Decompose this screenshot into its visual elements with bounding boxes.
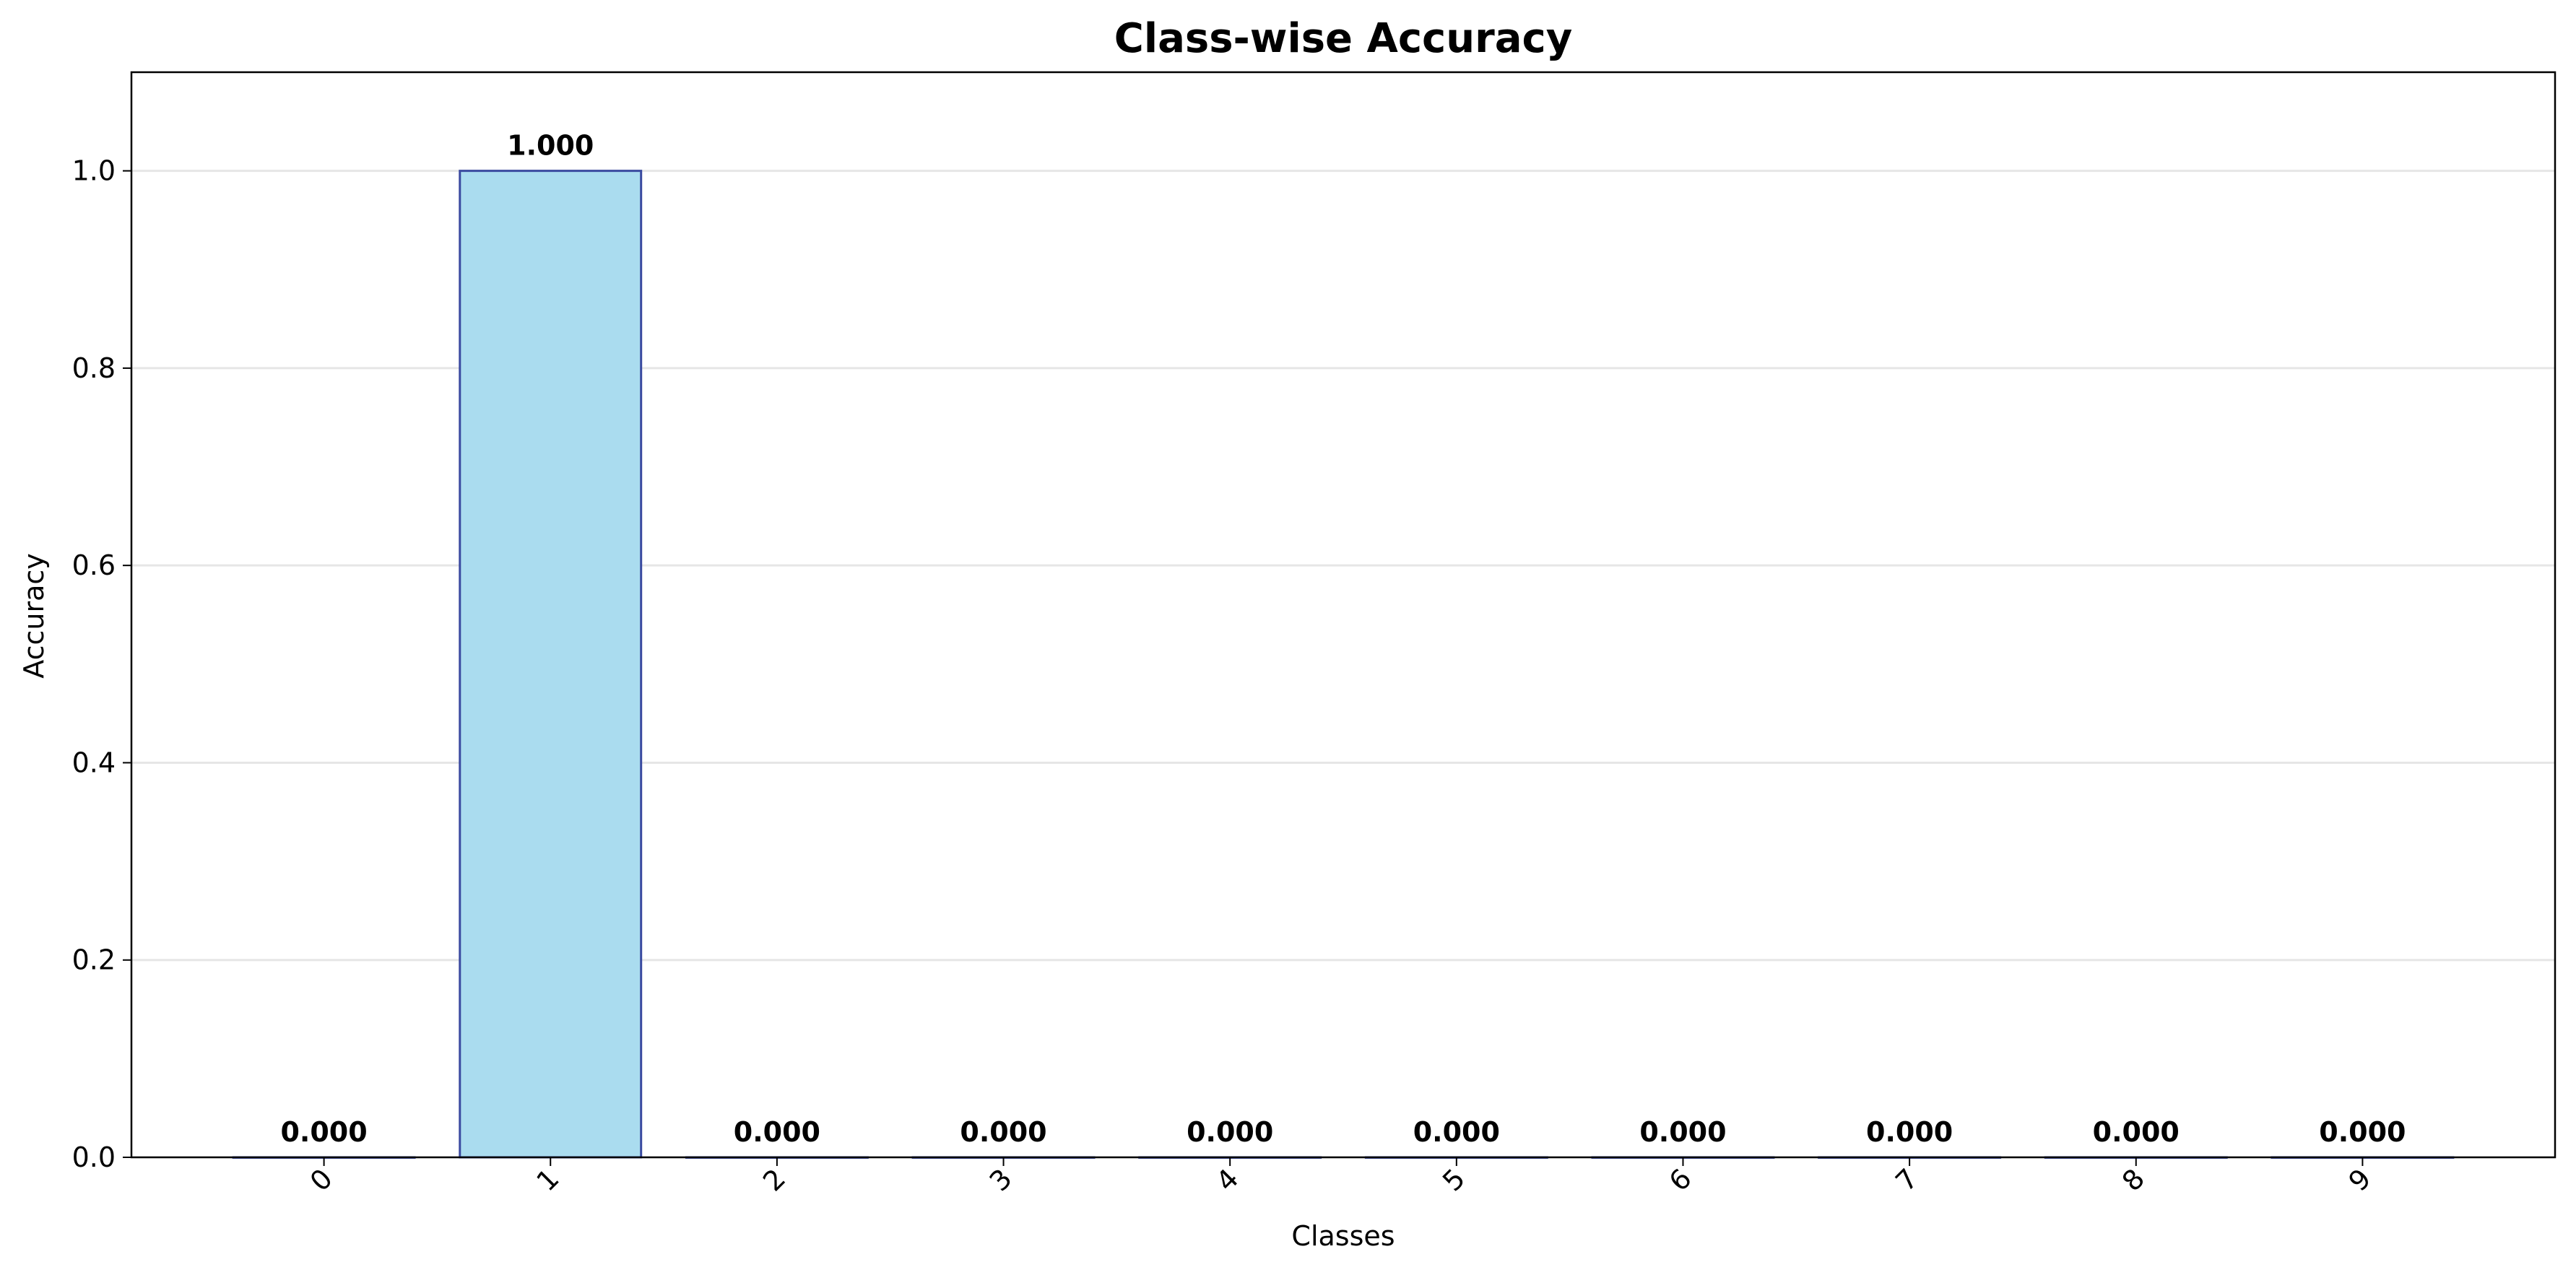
y-axis-ticks: 0.0 0.2 0.4 0.6 0.8 1.0 [72, 155, 131, 1173]
bar-value-label: 0.000 [734, 1116, 820, 1148]
bar-value-label: 0.000 [960, 1116, 1046, 1148]
y-axis-label: Accuracy [18, 553, 50, 679]
bar-value-label: 0.000 [280, 1116, 367, 1148]
bar-data-labels: 0.000 1.000 0.000 0.000 0.000 0.000 0.000 0.000… [280, 130, 2406, 1148]
bar-value-label: 0.000 [2093, 1116, 2180, 1148]
y-tick-label: 0.2 [72, 944, 116, 976]
y-tick-label: 1.0 [72, 155, 116, 187]
plot-frame [130, 71, 2557, 1159]
bar-class-1 [459, 170, 643, 1159]
bar-value-label: 0.000 [1639, 1116, 1726, 1148]
bar-value-label: 0.000 [1866, 1116, 1953, 1148]
bar-value-label: 0.000 [1187, 1116, 1273, 1148]
y-tick-label: 0.6 [72, 549, 116, 581]
y-tick-label: 0.0 [72, 1141, 116, 1173]
bar-value-label: 0.000 [1413, 1116, 1500, 1148]
chart-title: Class-wise Accuracy [1114, 15, 1572, 62]
y-tick-label: 0.8 [72, 352, 116, 384]
y-tick-label: 0.4 [72, 747, 116, 778]
bar-value-label: 0.000 [2319, 1116, 2406, 1148]
bar-value-label: 1.000 [507, 130, 594, 162]
x-axis-label: Classes [1291, 1220, 1395, 1252]
